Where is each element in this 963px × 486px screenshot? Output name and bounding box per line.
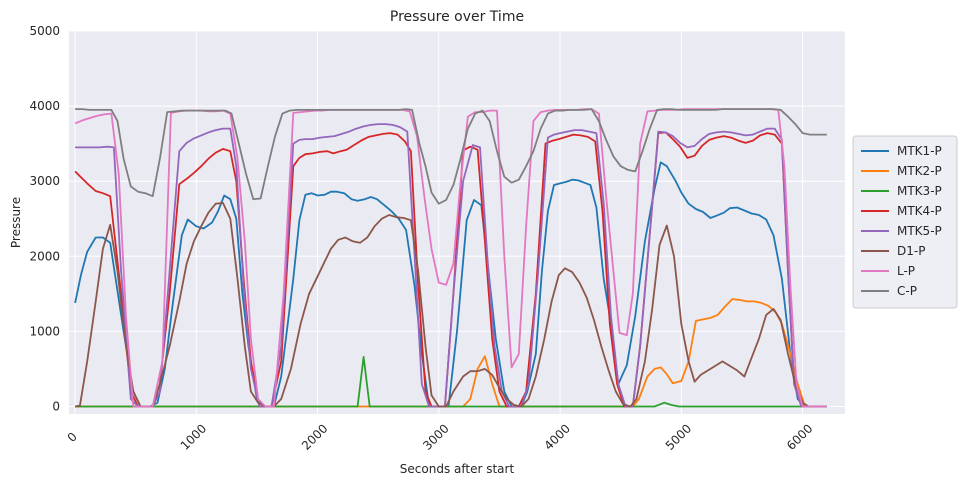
- series-line-mtk5-p: [75, 123, 827, 408]
- series-line-mtk1-p: [74, 161, 827, 408]
- y-tick-label: 3000: [29, 174, 60, 188]
- y-tick-label: 2000: [29, 249, 60, 263]
- x-tick-label: 2000: [299, 421, 330, 452]
- x-tick-label: 1000: [178, 421, 209, 452]
- y-tick-label: 5000: [29, 24, 60, 38]
- x-tick-label: 3000: [420, 421, 451, 452]
- series-line-mtk3-p: [75, 355, 827, 408]
- series-line-d1-p: [74, 202, 827, 408]
- x-tick-label: 5000: [663, 421, 694, 452]
- legend-label: L-P: [897, 264, 915, 278]
- x-tick-label: 0: [65, 430, 80, 445]
- x-tick-label: 6000: [784, 421, 815, 452]
- series-layer: [74, 108, 827, 408]
- legend: MTK1-P MTK2-P MTK3-P MTK4-P MTK5-P D1-P L-P C-P: [852, 135, 958, 309]
- y-tick-labels: 0 1000 2000 3000 4000 5000: [29, 24, 60, 413]
- y-tick-label: 0: [52, 399, 60, 413]
- legend-box: [852, 135, 958, 309]
- chart-title: Pressure over Time: [390, 9, 524, 25]
- y-axis-label: Pressure: [9, 197, 23, 248]
- x-axis-label: Seconds after start: [400, 462, 515, 476]
- series-line-mtk2-p: [75, 298, 827, 408]
- legend-label: C-P: [897, 284, 917, 298]
- y-tick-label: 4000: [29, 99, 60, 113]
- legend-label: MTK3-P: [897, 184, 942, 198]
- legend-label: MTK2-P: [897, 164, 942, 178]
- x-tick-label: 4000: [541, 421, 572, 452]
- series-line-c-p: [75, 108, 827, 205]
- y-tick-label: 1000: [29, 324, 60, 338]
- legend-label: MTK1-P: [897, 144, 942, 158]
- legend-label: MTK4-P: [897, 204, 942, 218]
- legend-label: D1-P: [897, 244, 925, 258]
- legend-label: MTK5-P: [897, 224, 942, 238]
- x-tick-labels: 0 1000 2000 3000 4000 5000 6000: [65, 421, 816, 452]
